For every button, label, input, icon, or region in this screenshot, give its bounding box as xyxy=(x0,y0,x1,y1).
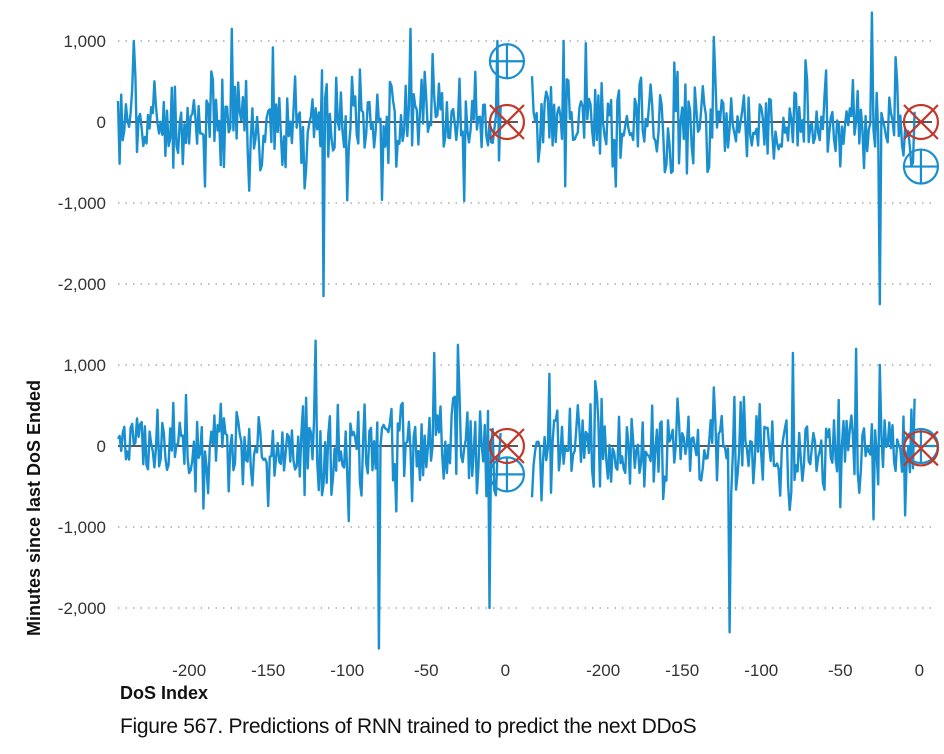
x-tick-label: -150 xyxy=(665,661,699,680)
x-tick-label: -100 xyxy=(744,661,778,680)
y-tick-label: 1,000 xyxy=(63,356,106,375)
predicted-next-marker xyxy=(902,103,940,141)
predicted-marker-diag2 xyxy=(903,430,939,467)
panel-top-left xyxy=(116,27,526,298)
predicted-marker-diag2 xyxy=(903,104,939,140)
series-line xyxy=(116,27,502,298)
chart-svg: 1,000 0 -1,000 -2,000 1,000 0 -1,000 -2,000 -200… xyxy=(24,11,940,703)
y-tick-label: -1,000 xyxy=(58,194,106,213)
predicted-marker-diag2 xyxy=(489,428,525,464)
series-line xyxy=(530,347,916,634)
x-tick-label: -200 xyxy=(586,661,620,680)
predicted-next-marker xyxy=(902,430,940,467)
predicted-marker-circle xyxy=(902,430,940,467)
series-line xyxy=(116,339,502,650)
y-tick-label: 1,000 xyxy=(63,32,106,51)
y-tick-label: 0 xyxy=(97,437,106,456)
x-tick-label: 0 xyxy=(501,661,510,680)
y-tick-label: -2,000 xyxy=(58,599,106,618)
actual-next-marker xyxy=(902,148,940,185)
predicted-next-marker xyxy=(488,427,526,465)
actual-next-marker xyxy=(488,43,526,80)
y-tick-label: -2,000 xyxy=(58,275,106,294)
y-axis-label: Minutes since last DoS Ended xyxy=(24,380,44,636)
x-axis-label: DoS Index xyxy=(120,683,208,703)
y-tick-label: -1,000 xyxy=(58,518,106,537)
predicted-next-marker xyxy=(488,103,526,141)
panel-bottom-right xyxy=(530,347,940,634)
actual-next-marker xyxy=(902,427,940,465)
predicted-marker-circle xyxy=(488,427,526,465)
x-tick-label: -50 xyxy=(828,661,853,680)
x-tick-label: -150 xyxy=(251,661,285,680)
figure-caption: Figure 567. Predictions of RNN trained t… xyxy=(120,715,697,738)
x-tick-label: -50 xyxy=(414,661,439,680)
y-tick-label: 0 xyxy=(97,113,106,132)
panel-bottom-left xyxy=(116,339,526,650)
predicted-marker-diag2 xyxy=(489,104,525,140)
x-tick-label: 0 xyxy=(915,661,924,680)
series-line xyxy=(530,11,916,306)
predicted-marker-circle xyxy=(488,103,526,141)
x-tick-label: -200 xyxy=(172,661,206,680)
x-tick-label: -100 xyxy=(330,661,364,680)
panel-top-right xyxy=(530,11,940,306)
predicted-marker-circle xyxy=(902,103,940,141)
